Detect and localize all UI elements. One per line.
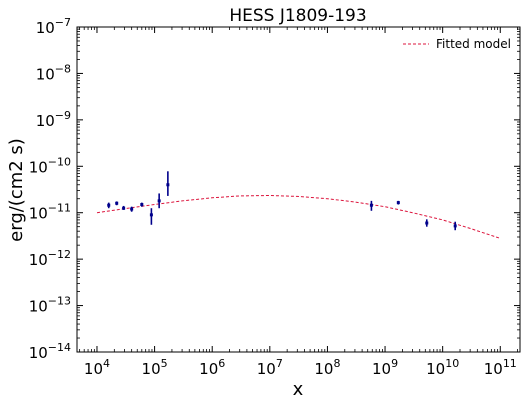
y-tick-label: 10−8	[36, 62, 71, 83]
chart-title: HESS J1809-193	[229, 6, 366, 26]
data-point	[166, 183, 170, 187]
y-tick-label: 10−14	[29, 341, 71, 362]
x-tick-label: 106	[199, 357, 225, 378]
data-point	[140, 203, 144, 207]
data-point	[396, 201, 400, 205]
x-tick-label: 104	[84, 357, 110, 378]
x-tick-label: 1011	[484, 357, 517, 378]
data-point	[130, 207, 134, 211]
data-points-layer	[107, 171, 457, 231]
axis-ticks: 104 105 106 107 108 109 1010 1011 10−14 10−13 10−1…	[29, 16, 520, 378]
y-tick-label: 10−9	[36, 109, 71, 130]
x-axis-label: x	[293, 379, 304, 400]
data-point	[115, 201, 119, 205]
model-curve-layer	[96, 194, 501, 239]
data-point	[149, 213, 153, 217]
x-tick-label: 105	[142, 357, 168, 378]
data-point	[369, 203, 373, 207]
y-tick-label: 10−13	[29, 295, 71, 316]
data-point	[122, 206, 126, 210]
y-tick-label: 10−11	[29, 202, 71, 223]
data-point	[107, 203, 111, 207]
x-tick-label: 109	[372, 357, 398, 378]
y-tick-label: 10−7	[36, 16, 71, 37]
x-tick-label: 108	[314, 357, 340, 378]
y-tick-label: 10−12	[29, 248, 71, 269]
y-axis-label: erg/(cm2 s)	[6, 138, 27, 242]
legend-label: Fitted model	[436, 37, 511, 51]
x-tick-label: 107	[257, 357, 283, 378]
y-tick-label: 10−10	[29, 155, 71, 176]
model-curve	[96, 194, 501, 239]
plot-frame	[76, 26, 521, 353]
data-point	[425, 221, 429, 225]
legend: Fitted model	[403, 37, 511, 51]
x-tick-label: 1010	[426, 357, 459, 378]
data-point	[453, 224, 457, 228]
data-point	[157, 199, 161, 203]
